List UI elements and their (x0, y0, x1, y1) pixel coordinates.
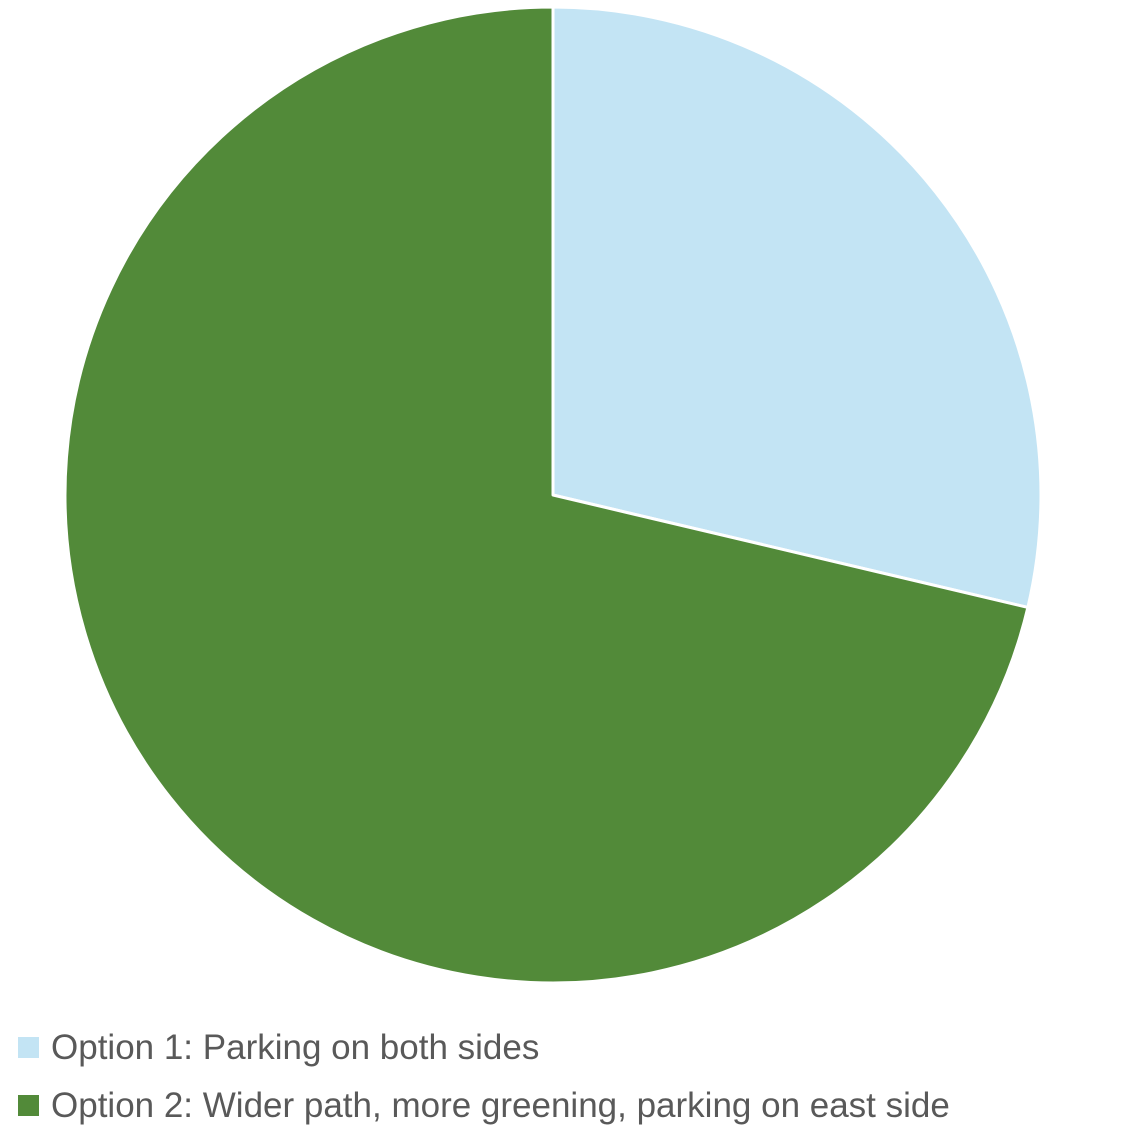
pie-chart (63, 5, 1043, 985)
legend-swatch-option-2 (18, 1094, 39, 1116)
legend-label-option-1: Option 1: Parking on both sides (51, 1027, 540, 1067)
legend-swatch-option-1 (18, 1036, 39, 1058)
pie-slices (63, 5, 1043, 985)
chart-legend: Option 1: Parking on both sides Option 2… (18, 1018, 950, 1134)
pie-slice-option-1 (551, 5, 1043, 609)
legend-item-option-1: Option 1: Parking on both sides (18, 1018, 950, 1076)
legend-label-option-2: Option 2: Wider path, more greening, par… (51, 1085, 950, 1125)
pie-slice-option-2 (63, 5, 1030, 985)
legend-item-option-2: Option 2: Wider path, more greening, par… (18, 1076, 950, 1134)
